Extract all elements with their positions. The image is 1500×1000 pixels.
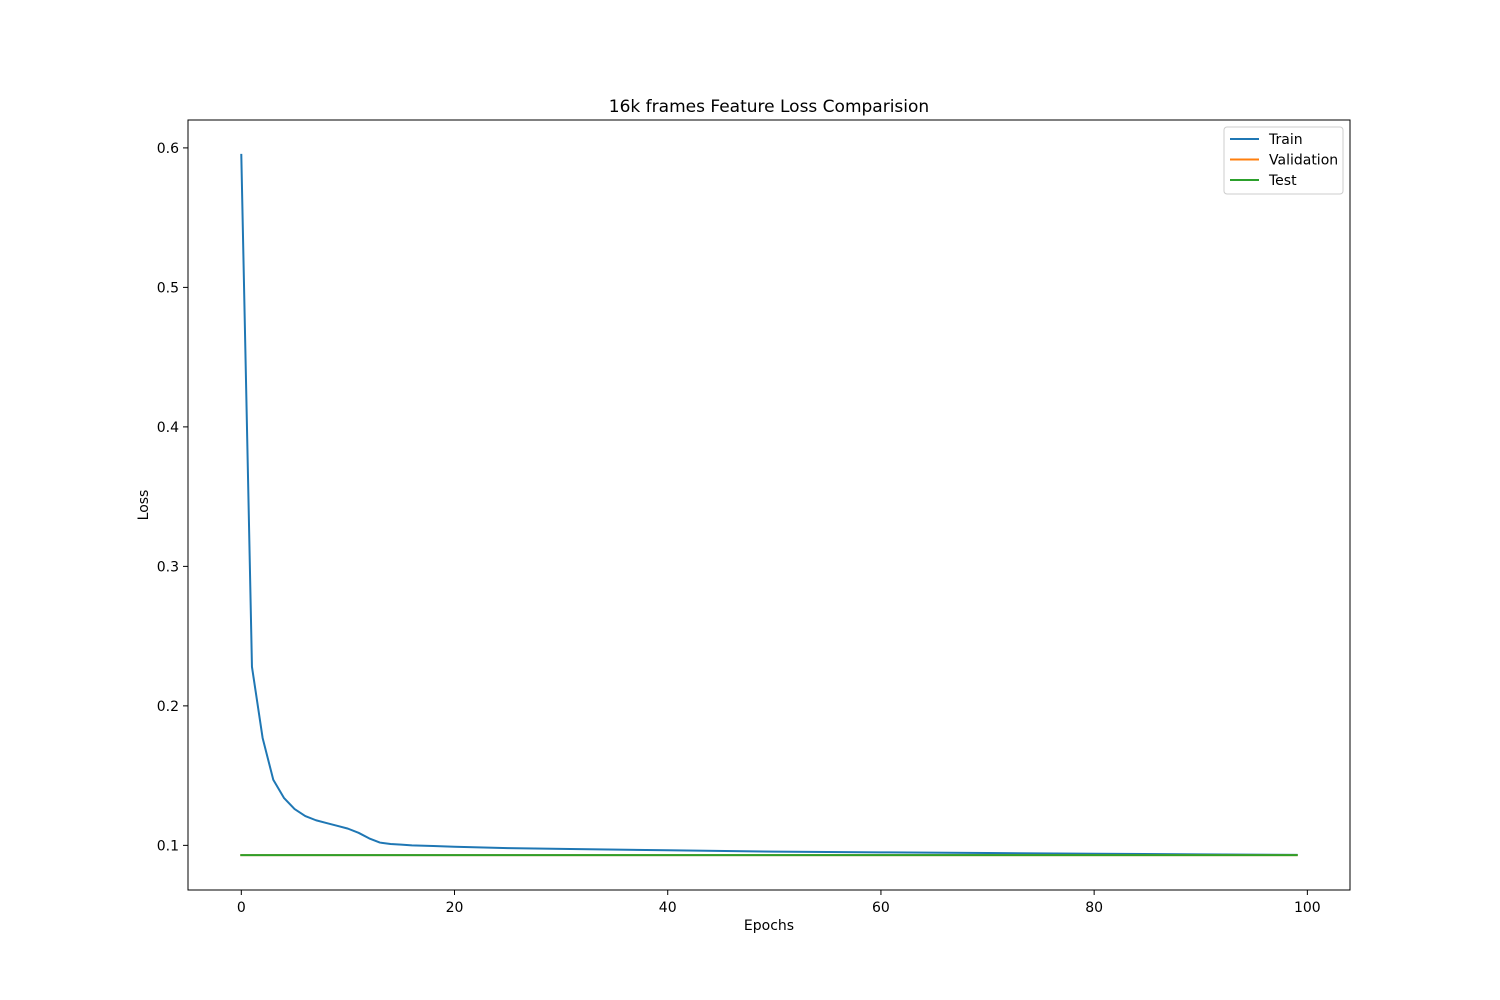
x-tick-label: 0 [237, 900, 246, 916]
y-tick-label: 0.4 [157, 420, 179, 436]
plot-frame [187, 119, 1351, 891]
y-tick-label: 0.2 [157, 699, 179, 715]
plot-area [188, 120, 1350, 890]
x-axis: 0 20 40 60 80 100 [237, 890, 1321, 916]
series-layer [240, 153, 1298, 857]
y-tick-label: 0.6 [157, 141, 179, 157]
series-line-train [240, 153, 1298, 856]
y-tick-label: 0.3 [157, 559, 179, 575]
legend-box [1223, 126, 1344, 195]
y-axis-label: Loss [136, 490, 152, 521]
legend-label-validation: Validation [1269, 153, 1338, 169]
legend-label-test: Test [1268, 173, 1297, 189]
x-axis-label: Epochs [744, 918, 794, 934]
x-tick-label: 60 [872, 900, 890, 916]
legend: Train Validation Test [1223, 126, 1344, 195]
y-tick-label: 0.1 [157, 838, 179, 854]
y-axis: 0.1 0.2 0.3 0.4 0.5 0.6 [157, 141, 188, 854]
x-tick-label: 40 [659, 900, 677, 916]
y-tick-label: 0.5 [157, 280, 179, 296]
x-tick-label: 80 [1085, 900, 1103, 916]
x-tick-label: 100 [1294, 900, 1321, 916]
x-tick-label: 20 [446, 900, 464, 916]
legend-label-train: Train [1268, 132, 1303, 148]
chart-title: 16k frames Feature Loss Comparision [609, 97, 929, 117]
